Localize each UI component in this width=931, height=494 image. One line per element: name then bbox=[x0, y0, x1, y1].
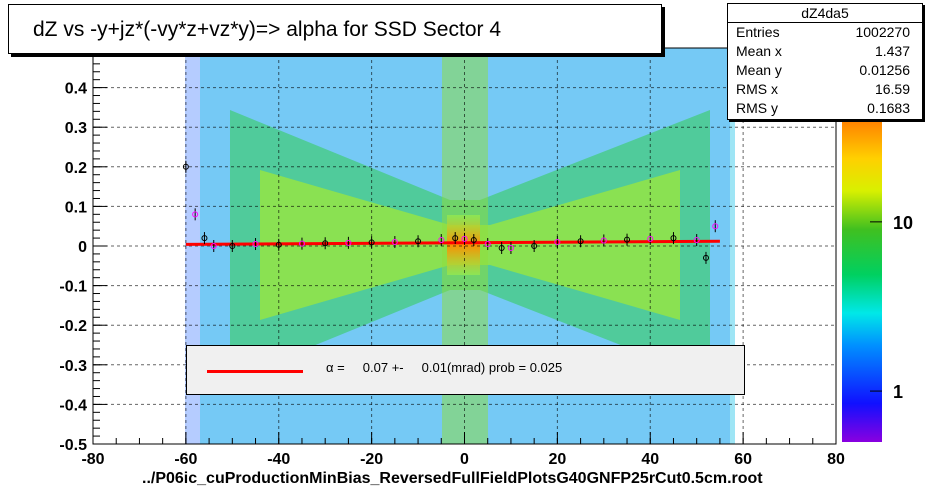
colorbar-axis: 1 10 bbox=[870, 213, 913, 402]
profile-point bbox=[201, 235, 208, 242]
profile-points bbox=[182, 160, 719, 264]
fit-line bbox=[185, 239, 720, 246]
y-tick-label: -0.2 bbox=[59, 318, 87, 335]
profile-point bbox=[647, 235, 654, 242]
y-tick-label: 0.2 bbox=[65, 160, 87, 177]
profile-point bbox=[345, 239, 352, 246]
profile-point bbox=[670, 235, 677, 242]
profile-point bbox=[182, 163, 189, 170]
profile-point bbox=[484, 241, 491, 248]
stats-value: 1002270 bbox=[855, 24, 910, 40]
y-tick-label: -0.1 bbox=[59, 279, 87, 296]
profile-point bbox=[275, 241, 282, 248]
profile-point bbox=[470, 237, 477, 244]
colorbar bbox=[842, 120, 882, 442]
y-tick-label: 0 bbox=[78, 239, 87, 256]
chart-title: dZ vs -y+jz*(-vy*z+vz*y)=> alpha for SSD… bbox=[33, 18, 501, 41]
x-axis: -80 -60 -40 -20 0 20 40 60 80 bbox=[81, 432, 845, 468]
stats-row-mean-x: Mean x 1.437 bbox=[728, 42, 922, 61]
title-box: dZ vs -y+jz*(-vy*z+vz*y)=> alpha for SSD… bbox=[8, 4, 662, 54]
stats-value: 0.1683 bbox=[867, 100, 910, 116]
profile-point bbox=[368, 239, 375, 246]
x-tick-label: -20 bbox=[360, 451, 383, 468]
profile-point bbox=[192, 211, 199, 218]
stats-value: 16.59 bbox=[874, 81, 910, 97]
y-tick-label: 0.4 bbox=[65, 81, 87, 98]
profile-point bbox=[461, 235, 468, 242]
profile-point bbox=[531, 243, 538, 249]
heatmap-hot-core bbox=[447, 215, 480, 275]
x-tick-label: 60 bbox=[734, 451, 752, 468]
y-tick-label: 0.3 bbox=[65, 120, 87, 137]
profile-point bbox=[507, 244, 514, 251]
y-tick-label: -0.5 bbox=[59, 437, 87, 454]
profile-point bbox=[554, 239, 561, 246]
profile-point bbox=[210, 243, 217, 249]
stats-row-entries: Entries 1002270 bbox=[728, 23, 922, 42]
fit-legend: α = 0.07 +- 0.01(mrad) prob = 0.025 bbox=[186, 345, 745, 395]
x-tick-label: 80 bbox=[827, 451, 845, 468]
x-tick-label: -40 bbox=[267, 451, 290, 468]
stats-key: Mean y bbox=[736, 62, 782, 78]
legend-line-swatch bbox=[207, 370, 303, 373]
stats-row-rms-x: RMS x 16.59 bbox=[728, 80, 922, 99]
colorbar-tick-label: 1 bbox=[893, 382, 903, 402]
stats-row-rms-y: RMS y 0.1683 bbox=[728, 99, 922, 118]
stats-box: dZ4da5 Entries 1002270 Mean x 1.437 Mean… bbox=[727, 3, 923, 120]
y-axis: -0.5 -0.4 -0.3 -0.2 -0.1 0 0.1 0.2 0.3 0.4 bbox=[59, 47, 107, 454]
stats-value: 0.01256 bbox=[859, 62, 910, 78]
profile-point bbox=[229, 243, 236, 249]
file-path-caption: ../P06ic_cuProductionMinBias_ReversedFul… bbox=[142, 470, 763, 487]
x-tick-label: -80 bbox=[81, 451, 104, 468]
x-tick-label: 0 bbox=[460, 451, 469, 468]
stats-key: Entries bbox=[736, 24, 780, 40]
x-tick-label: 20 bbox=[548, 451, 566, 468]
y-tick-label: 0.1 bbox=[65, 199, 87, 216]
stats-key: RMS y bbox=[736, 100, 778, 116]
profile-point bbox=[600, 237, 607, 244]
stats-key: Mean x bbox=[736, 43, 782, 59]
profile-point bbox=[498, 244, 505, 251]
stats-row-mean-y: Mean y 0.01256 bbox=[728, 61, 922, 80]
y-tick-label: -0.3 bbox=[59, 358, 87, 375]
profile-point bbox=[415, 238, 422, 245]
stats-histogram-name: dZ4da5 bbox=[728, 4, 922, 23]
profile-point bbox=[252, 241, 259, 248]
profile-point bbox=[322, 240, 329, 247]
profile-point bbox=[702, 254, 709, 261]
profile-point bbox=[391, 239, 398, 246]
profile-point bbox=[438, 237, 445, 244]
y-tick-label: -0.4 bbox=[59, 397, 87, 414]
profile-point bbox=[452, 235, 459, 242]
stats-value: 1.437 bbox=[874, 43, 910, 59]
profile-point bbox=[693, 237, 700, 244]
stats-key: RMS x bbox=[736, 81, 778, 97]
profile-point bbox=[298, 240, 305, 247]
profile-point bbox=[712, 223, 719, 230]
x-tick-label: 40 bbox=[641, 451, 659, 468]
profile-point bbox=[624, 236, 631, 243]
legend-fit-text: α = 0.07 +- 0.01(mrad) prob = 0.025 bbox=[326, 360, 563, 375]
colorbar-tick-label: 10 bbox=[893, 213, 913, 233]
x-tick-label: -60 bbox=[174, 451, 197, 468]
profile-point bbox=[577, 238, 584, 245]
